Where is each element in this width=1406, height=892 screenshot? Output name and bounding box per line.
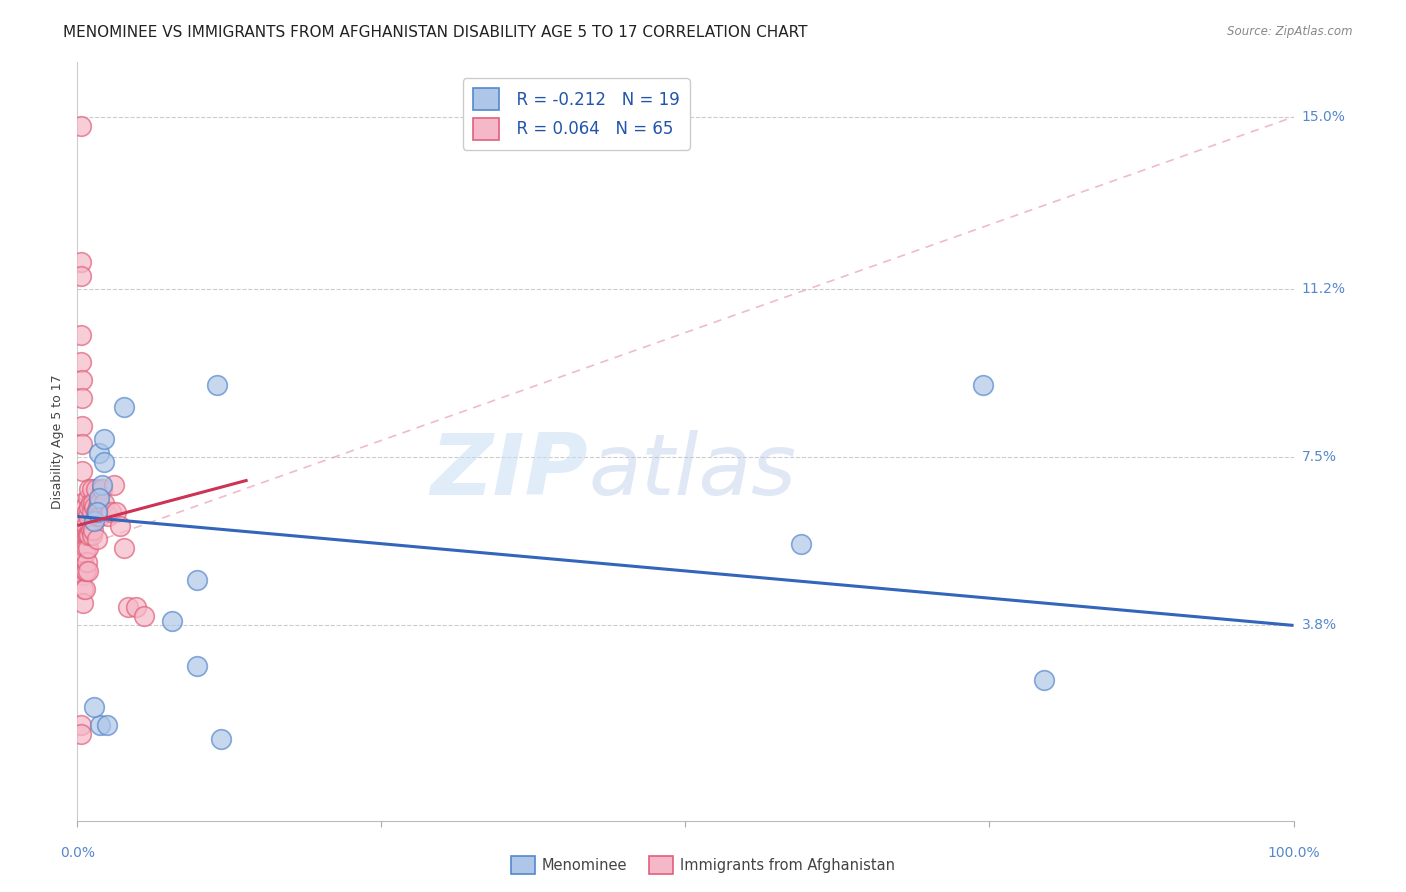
Point <box>84 505 107 519</box>
Point <box>76 555 98 569</box>
Point <box>80 505 103 519</box>
Text: ZIP: ZIP <box>430 430 588 514</box>
Text: 3.8%: 3.8% <box>1302 618 1337 632</box>
Text: 0.0%: 0.0% <box>60 846 94 860</box>
Point <box>90 482 112 496</box>
Point <box>186 659 208 673</box>
Point <box>70 119 93 133</box>
Point <box>73 582 96 596</box>
Text: 15.0%: 15.0% <box>1302 110 1346 124</box>
Point <box>1033 673 1056 687</box>
Point <box>73 546 96 560</box>
Point <box>93 432 115 446</box>
Point <box>72 596 94 610</box>
Point <box>70 355 93 369</box>
Legend:   R = -0.212   N = 19,   R = 0.064   N = 65: R = -0.212 N = 19, R = 0.064 N = 65 <box>463 78 690 150</box>
Text: 7.5%: 7.5% <box>1302 450 1337 465</box>
Point <box>100 505 122 519</box>
Point <box>112 541 135 556</box>
Point <box>77 491 100 506</box>
Point <box>79 500 101 515</box>
Point <box>117 600 139 615</box>
Point <box>72 527 94 541</box>
Point <box>125 600 148 615</box>
Point <box>790 537 813 551</box>
Point <box>90 477 112 491</box>
Point <box>72 541 94 556</box>
Point <box>205 377 228 392</box>
Point <box>83 500 105 515</box>
Point <box>87 500 110 515</box>
Point <box>97 509 120 524</box>
Point <box>82 496 104 510</box>
Point <box>89 496 111 510</box>
Point <box>73 564 96 578</box>
Point <box>80 523 103 537</box>
Point <box>72 582 94 596</box>
Point <box>80 482 103 496</box>
Point <box>70 496 93 510</box>
Point <box>70 255 93 269</box>
Point <box>86 505 108 519</box>
Point <box>80 527 103 541</box>
Point <box>105 505 128 519</box>
Point <box>209 731 232 746</box>
Point <box>70 327 93 342</box>
Point <box>84 482 107 496</box>
Point <box>77 564 100 578</box>
Point <box>70 418 93 433</box>
Text: Source: ZipAtlas.com: Source: ZipAtlas.com <box>1227 25 1353 38</box>
Point <box>89 509 111 524</box>
Point <box>70 437 93 451</box>
Point <box>72 568 94 582</box>
Point <box>72 509 94 524</box>
Point <box>89 718 111 732</box>
Point <box>76 505 98 519</box>
Legend: Menominee, Immigrants from Afghanistan: Menominee, Immigrants from Afghanistan <box>505 850 901 880</box>
Point <box>112 401 135 415</box>
Text: 100.0%: 100.0% <box>1267 846 1320 860</box>
Point <box>70 392 93 406</box>
Point <box>79 527 101 541</box>
Point <box>89 491 111 506</box>
Point <box>86 532 108 546</box>
Point <box>73 527 96 541</box>
Point <box>70 268 93 283</box>
Point <box>93 455 115 469</box>
Point <box>79 482 101 496</box>
Point <box>83 700 105 714</box>
Point <box>83 514 105 528</box>
Point <box>77 541 100 556</box>
Point <box>75 564 97 578</box>
Point <box>108 518 131 533</box>
Point <box>93 496 115 510</box>
Point <box>70 464 93 478</box>
Text: MENOMINEE VS IMMIGRANTS FROM AFGHANISTAN DISABILITY AGE 5 TO 17 CORRELATION CHAR: MENOMINEE VS IMMIGRANTS FROM AFGHANISTAN… <box>63 25 808 40</box>
Point <box>70 373 93 387</box>
Point <box>77 509 100 524</box>
Y-axis label: Disability Age 5 to 17: Disability Age 5 to 17 <box>51 375 65 508</box>
Point <box>134 609 156 624</box>
Point <box>96 718 118 732</box>
Text: 11.2%: 11.2% <box>1302 283 1346 296</box>
Point <box>73 500 96 515</box>
Point <box>72 555 94 569</box>
Point <box>160 614 183 628</box>
Text: atlas: atlas <box>588 430 796 514</box>
Point <box>972 377 994 392</box>
Point <box>89 446 111 460</box>
Point <box>186 573 208 587</box>
Point <box>86 509 108 524</box>
Point <box>77 527 100 541</box>
Point <box>103 477 125 491</box>
Point <box>76 527 98 541</box>
Point <box>70 727 93 741</box>
Point <box>80 496 103 510</box>
Point <box>70 718 93 732</box>
Point <box>75 541 97 556</box>
Point <box>75 518 97 533</box>
Point <box>82 523 104 537</box>
